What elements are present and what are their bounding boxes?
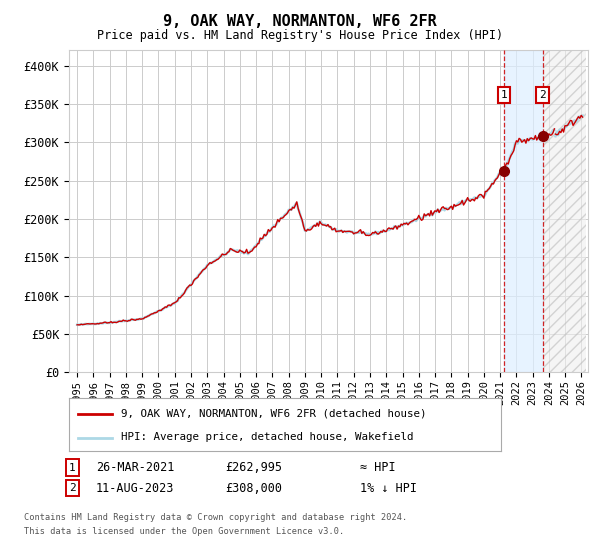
Bar: [504, 50, 542, 372]
Text: £262,995: £262,995: [225, 461, 282, 474]
Text: Price paid vs. HM Land Registry's House Price Index (HPI): Price paid vs. HM Land Registry's House …: [97, 29, 503, 42]
Text: ≈ HPI: ≈ HPI: [360, 461, 395, 474]
Text: 11-AUG-2023: 11-AUG-2023: [96, 482, 175, 495]
Text: HPI: Average price, detached house, Wakefield: HPI: Average price, detached house, Wake…: [121, 432, 413, 442]
Text: Contains HM Land Registry data © Crown copyright and database right 2024.: Contains HM Land Registry data © Crown c…: [24, 513, 407, 522]
Text: 9, OAK WAY, NORMANTON, WF6 2FR: 9, OAK WAY, NORMANTON, WF6 2FR: [163, 14, 437, 29]
Text: This data is licensed under the Open Government Licence v3.0.: This data is licensed under the Open Gov…: [24, 528, 344, 536]
Text: 26-MAR-2021: 26-MAR-2021: [96, 461, 175, 474]
Text: 2: 2: [539, 90, 546, 100]
Text: 9, OAK WAY, NORMANTON, WF6 2FR (detached house): 9, OAK WAY, NORMANTON, WF6 2FR (detached…: [121, 409, 427, 418]
Text: 2: 2: [69, 483, 76, 493]
Bar: [542, 50, 586, 372]
Text: 1: 1: [69, 463, 76, 473]
Text: 1: 1: [500, 90, 508, 100]
Text: £308,000: £308,000: [225, 482, 282, 495]
Text: 1% ↓ HPI: 1% ↓ HPI: [360, 482, 417, 495]
